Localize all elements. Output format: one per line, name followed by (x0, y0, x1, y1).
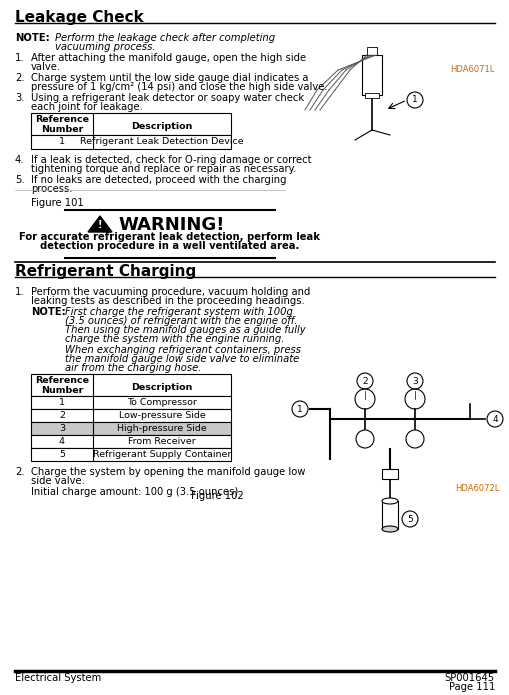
Ellipse shape (381, 526, 397, 532)
Text: Refrigerant Leak Detection Device: Refrigerant Leak Detection Device (80, 137, 243, 146)
Text: If no leaks are detected, proceed with the charging: If no leaks are detected, proceed with t… (31, 175, 286, 185)
Text: 1: 1 (297, 404, 302, 414)
Text: side valve.: side valve. (31, 476, 84, 486)
Text: 4.: 4. (15, 155, 24, 165)
Text: Initial charge amount: 100 g (3.5 ounces).: Initial charge amount: 100 g (3.5 ounces… (31, 487, 241, 497)
Text: From Receiver: From Receiver (128, 437, 195, 446)
Text: process.: process. (31, 184, 72, 194)
Text: the manifold gauge low side valve to eliminate: the manifold gauge low side valve to eli… (65, 354, 299, 364)
Text: 3.: 3. (15, 93, 24, 103)
Text: HDA6072L: HDA6072L (454, 484, 498, 493)
Bar (31, 448, 231, 461)
Text: Electrical System: Electrical System (15, 673, 101, 683)
Text: Perform the leakage check after completing: Perform the leakage check after completi… (55, 33, 274, 43)
Text: If a leak is detected, check for O-ring damage or correct: If a leak is detected, check for O-ring … (31, 155, 311, 165)
Polygon shape (88, 216, 112, 232)
Text: WARNING!: WARNING! (118, 216, 224, 234)
Text: Reference
Number: Reference Number (35, 376, 89, 395)
Bar (381, 469, 397, 479)
Text: vacuuming process.: vacuuming process. (55, 42, 155, 52)
Text: 1.: 1. (15, 287, 24, 297)
Text: Refrigerant Charging: Refrigerant Charging (15, 264, 196, 279)
Text: 4: 4 (59, 437, 65, 446)
Text: leaking tests as described in the proceeding headings.: leaking tests as described in the procee… (31, 296, 304, 306)
Bar (31, 435, 231, 448)
Text: Low-pressure Side: Low-pressure Side (119, 411, 205, 420)
Bar (361, 55, 381, 95)
Text: 2.: 2. (15, 467, 24, 477)
Text: 1: 1 (59, 137, 65, 146)
Text: Leakage Check: Leakage Check (15, 10, 144, 25)
Text: 1: 1 (411, 95, 417, 104)
Text: 3: 3 (59, 424, 65, 433)
Text: 3: 3 (411, 377, 417, 386)
Text: pressure of 1 kg/cm² (14 psi) and close the high side valve.: pressure of 1 kg/cm² (14 psi) and close … (31, 82, 327, 92)
Text: 5: 5 (59, 450, 65, 459)
Text: Using a refrigerant leak detector or soapy water check: Using a refrigerant leak detector or soa… (31, 93, 303, 103)
Text: tightening torque and replace or repair as necessary.: tightening torque and replace or repair … (31, 164, 296, 174)
Text: After attaching the manifold gauge, open the high side: After attaching the manifold gauge, open… (31, 53, 305, 63)
Text: 1.: 1. (15, 53, 24, 63)
Bar (31, 396, 231, 409)
Text: Charge the system by opening the manifold gauge low: Charge the system by opening the manifol… (31, 467, 305, 477)
Text: NOTE:: NOTE: (31, 307, 66, 317)
Text: 2: 2 (59, 411, 65, 420)
Text: Description: Description (131, 383, 192, 392)
Text: Figure 102: Figure 102 (191, 491, 243, 501)
Text: (3.5 ounces) of refrigerant with the engine off.: (3.5 ounces) of refrigerant with the eng… (65, 316, 297, 326)
Text: detection procedure in a well ventilated area.: detection procedure in a well ventilated… (40, 241, 299, 251)
Text: Reference
Number: Reference Number (35, 115, 89, 134)
Text: 2: 2 (361, 377, 367, 386)
Text: SP001645: SP001645 (444, 673, 494, 683)
Text: Page 111: Page 111 (448, 682, 494, 692)
Text: !: ! (98, 220, 102, 230)
Text: First charge the refrigerant system with 100g: First charge the refrigerant system with… (65, 307, 292, 317)
Text: Refrigerant Supply Container: Refrigerant Supply Container (93, 450, 231, 459)
Text: Charge system until the low side gauge dial indicates a: Charge system until the low side gauge d… (31, 73, 308, 83)
Text: 1: 1 (59, 398, 65, 407)
Text: When exchanging refrigerant containers, press: When exchanging refrigerant containers, … (65, 345, 300, 355)
Bar (31, 374, 231, 396)
Text: 5: 5 (406, 514, 412, 523)
Text: Perform the vacuuming procedure, vacuum holding and: Perform the vacuuming procedure, vacuum … (31, 287, 310, 297)
Text: valve.: valve. (31, 62, 61, 72)
Bar (31, 409, 231, 422)
Text: Description: Description (131, 122, 192, 131)
Bar (381, 501, 397, 529)
Bar (364, 93, 378, 98)
Text: Then using the manifold gauges as a guide fully: Then using the manifold gauges as a guid… (65, 325, 305, 335)
Bar (31, 113, 231, 135)
Text: For accurate refrigerant leak detection, perform leak: For accurate refrigerant leak detection,… (19, 232, 320, 242)
Text: To Compressor: To Compressor (127, 398, 196, 407)
Text: 2.: 2. (15, 73, 24, 83)
Text: HDA6071L: HDA6071L (449, 65, 493, 74)
Bar (366, 47, 376, 55)
Text: each joint for leakage.: each joint for leakage. (31, 102, 143, 112)
Ellipse shape (381, 498, 397, 504)
Text: 4: 4 (491, 414, 497, 423)
Text: air from the charging hose.: air from the charging hose. (65, 363, 201, 373)
Text: charge the system with the engine running.: charge the system with the engine runnin… (65, 334, 284, 344)
Text: NOTE:: NOTE: (15, 33, 50, 43)
Text: High-pressure Side: High-pressure Side (117, 424, 207, 433)
Bar (31, 135, 231, 149)
Text: Figure 101: Figure 101 (31, 198, 83, 208)
Text: 5.: 5. (15, 175, 24, 185)
Bar (31, 422, 231, 435)
